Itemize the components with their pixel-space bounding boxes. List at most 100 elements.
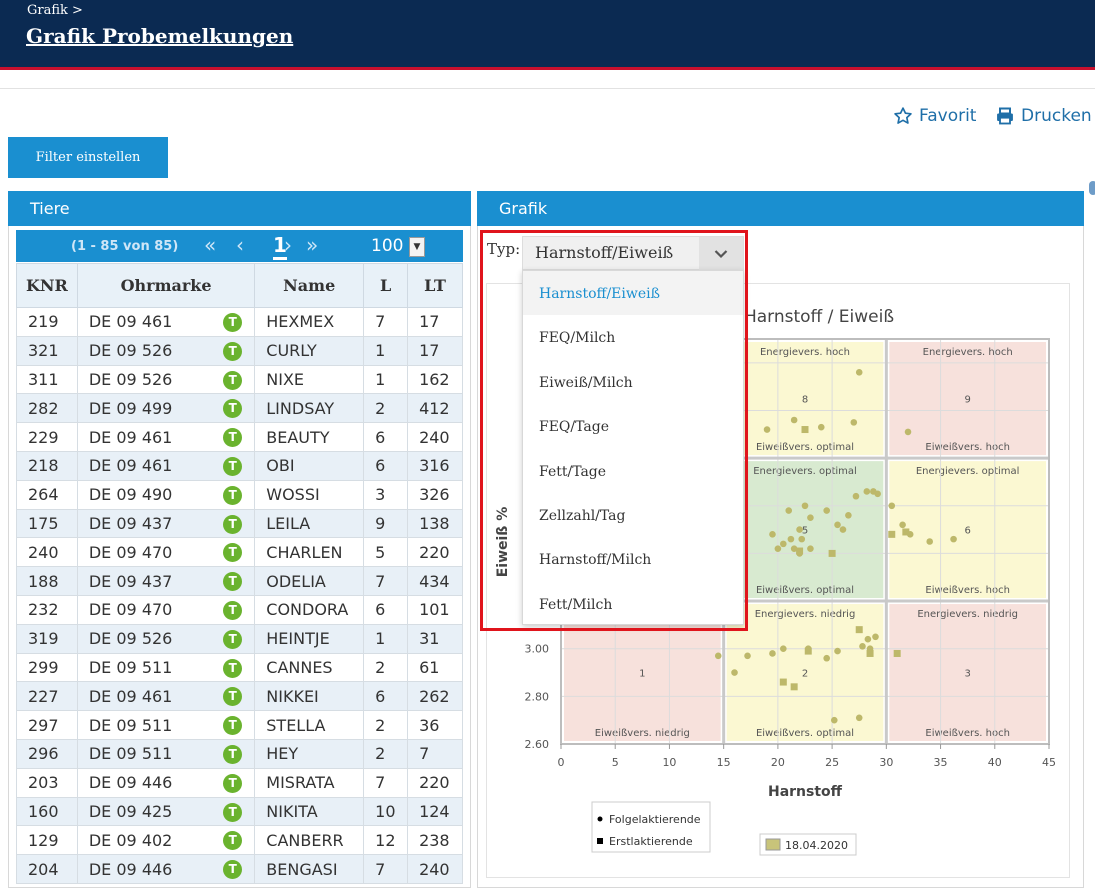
current-page[interactable]: 1 [273,233,287,260]
scrollbar-thumb[interactable] [1089,181,1095,195]
last-page-icon[interactable]: » [306,233,319,257]
table-row[interactable]: 227 DE 09 461 T NIKKEI 6 262 [16,681,463,712]
cell-l: 1 [363,623,409,654]
typ-option[interactable]: Fett/Milch [539,596,613,613]
table-row[interactable]: 129 DE 09 402 T CANBERR 12 238 [16,825,463,856]
page-title[interactable]: Grafik Probemelkungen [26,24,294,48]
page-size-select[interactable]: 100 [371,236,404,256]
status-t-icon[interactable]: T [223,514,243,534]
cell-lt-text: 17 [419,312,440,332]
table-row[interactable]: 296 DE 09 511 T HEY 2 7 [16,738,463,769]
first-page-icon[interactable]: « [204,233,217,257]
cell-lt: 124 [407,796,463,827]
status-t-icon[interactable]: T [223,831,243,851]
column-header-l[interactable]: L [363,263,409,308]
status-t-icon[interactable]: T [223,543,243,563]
table-row[interactable]: 232 DE 09 470 T CONDORA 6 101 [16,594,463,625]
cell-name: CANNES [254,652,365,683]
cell-ohrmarke: DE 09 526 T [76,623,256,654]
cell-ohrmarke-text: DE 09 526 [88,369,173,389]
filter-button[interactable]: Filter einstellen [8,137,168,178]
y-tick-label: 2.80 [525,690,550,703]
status-t-icon[interactable]: T [223,341,243,361]
legend-label-erstlaktierende: Erstlaktierende [609,835,693,848]
typ-option[interactable]: Harnstoff/Milch [539,552,652,569]
cell-l-text: 2 [375,744,386,764]
table-row[interactable]: 175 DE 09 437 T LEILA 9 138 [16,508,463,539]
cell-lt: 240 [407,422,463,452]
typ-option[interactable]: Harnstoff/Eiweiß [523,271,743,316]
typ-select[interactable]: Harnstoff/Eiweiß [522,236,744,270]
table-row[interactable]: 240 DE 09 470 T CHARLEN 5 220 [16,537,463,568]
column-header-lt[interactable]: LT [407,263,463,308]
data-point-folgelaktierende [830,716,838,724]
table-row[interactable]: 204 DE 09 446 T BENGASI 7 240 [16,854,463,884]
status-t-icon[interactable]: T [223,716,243,736]
table-row[interactable]: 203 DE 09 446 T MISRATA 7 220 [16,767,463,798]
cell-ohrmarke-text: DE 09 511 [88,744,173,764]
typ-option[interactable]: FEQ/Tage [539,419,609,436]
table-row[interactable]: 219 DE 09 461 T HEXMEX 7 17 [16,307,463,337]
data-point-folgelaktierende [872,633,879,641]
cell-ohrmarke: DE 09 461 T [76,681,256,712]
status-t-icon[interactable]: T [223,572,243,592]
cell-ohrmarke: DE 09 470 T [76,594,256,625]
drucken-link[interactable]: Drucken [995,106,1092,126]
typ-option[interactable]: FEQ/Milch [539,330,616,347]
table-row[interactable]: 311 DE 09 526 T NIXE 1 162 [16,364,463,395]
cell-l-text: 10 [375,801,396,821]
status-t-icon[interactable]: T [223,860,243,880]
cell-ohrmarke-text: DE 09 499 [88,398,173,418]
cell-l-text: 12 [375,830,396,850]
status-t-icon[interactable]: T [223,658,243,678]
cell-name: CURLY [254,335,365,366]
data-point-erstlaktierende [866,649,874,657]
table-row[interactable]: 264 DE 09 490 T WOSSI 3 326 [16,479,463,510]
next-page-icon[interactable]: › [284,233,292,257]
table-row[interactable]: 218 DE 09 461 T OBI 6 316 [16,450,463,481]
typ-option[interactable]: Zellzahl/Tag [539,507,626,524]
table-row[interactable]: 299 DE 09 511 T CANNES 2 61 [16,652,463,683]
cell-knr-text: 204 [28,859,59,879]
chevron-down-icon[interactable]: ▼ [409,237,425,257]
chevron-down-icon[interactable] [699,237,743,270]
cell-l-text: 7 [375,312,386,332]
column-header-ohrmarke[interactable]: Ohrmarke [76,263,256,308]
table-row[interactable]: 188 DE 09 437 T ODELIA 7 434 [16,566,463,596]
table-row[interactable]: 282 DE 09 499 T LINDSAY 2 412 [16,393,463,424]
typ-selected-value: Harnstoff/Eiweiß [535,243,674,262]
status-t-icon[interactable]: T [223,313,243,332]
zone-top-label: Energievers. optimal [916,466,1020,477]
typ-option[interactable]: Fett/Tage [539,463,607,480]
table-row[interactable]: 319 DE 09 526 T HEINTJE 1 31 [16,623,463,654]
status-t-icon[interactable]: T [223,399,243,419]
cell-name: LINDSAY [254,393,365,424]
zone-top-label: Energievers. hoch [923,347,1013,358]
zone-number: 8 [802,395,808,406]
typ-option[interactable]: Eiweiß/Milch [539,374,633,391]
status-t-icon[interactable]: T [223,600,243,620]
breadcrumb[interactable]: Grafik > [27,3,83,18]
table-row[interactable]: 160 DE 09 425 T NIKITA 10 124 [16,796,463,827]
status-t-icon[interactable]: T [223,773,243,793]
table-row[interactable]: 297 DE 09 511 T STELLA 2 36 [16,710,463,740]
animals-table: KNR Ohrmarke Name L LT 219 DE 09 461 T HEXM… [16,263,463,884]
status-t-icon[interactable]: T [223,802,243,822]
status-t-icon[interactable]: T [223,687,243,707]
data-point-folgelaktierende [834,521,841,529]
status-t-icon[interactable]: T [223,629,243,649]
status-t-icon[interactable]: T [223,456,243,476]
table-row[interactable]: 229 DE 09 461 T BEAUTY 6 240 [16,422,463,452]
favorit-link[interactable]: Favorit [893,106,976,126]
table-row[interactable]: 321 DE 09 526 T CURLY 1 17 [16,335,463,366]
prev-page-icon[interactable]: ‹ [236,233,244,257]
cell-name-text: LINDSAY [266,398,335,418]
status-t-icon[interactable]: T [223,744,243,764]
status-t-icon[interactable]: T [223,485,243,505]
column-header-name[interactable]: Name [254,263,365,308]
cell-name-text: HEY [266,744,299,764]
column-header-knr[interactable]: KNR [16,263,78,308]
status-t-icon[interactable]: T [223,428,243,448]
cell-lt-text: 262 [419,686,450,706]
status-t-icon[interactable]: T [223,370,243,390]
